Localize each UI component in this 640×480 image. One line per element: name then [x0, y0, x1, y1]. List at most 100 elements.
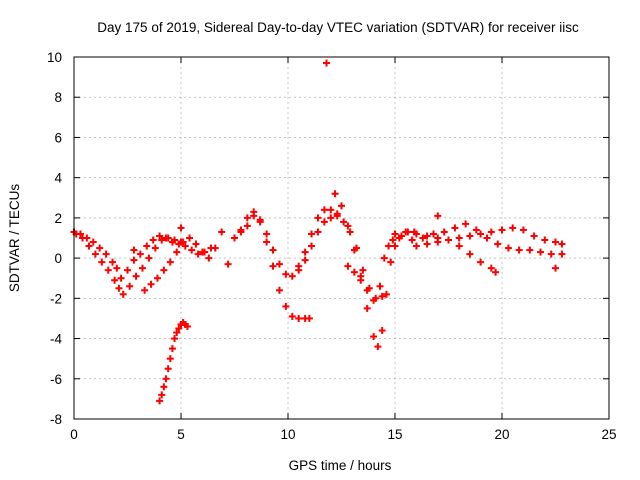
- data-point-track-midday-a: [288, 272, 296, 280]
- data-point-track-midday-c: [359, 266, 367, 274]
- data-point-track-midday-b: [237, 226, 245, 234]
- data-point-track-afternoon-b: [344, 262, 352, 270]
- data-point-track-midday-a: [320, 218, 328, 226]
- data-point-track-evening-a: [455, 234, 463, 242]
- data-point-track-morning-third: [147, 280, 155, 288]
- plot-frame: [73, 56, 610, 420]
- data-point-track-midday-a: [243, 222, 251, 230]
- data-point-track-evening-b: [430, 230, 438, 238]
- data-point-track-morning-upper: [194, 250, 202, 258]
- data-point-track-evening-b: [537, 248, 545, 256]
- data-point-track-evening-b: [451, 224, 459, 232]
- data-point-track-morning-third: [218, 228, 226, 236]
- x-tick-label: 10: [280, 427, 295, 442]
- data-point-track-evening-a: [402, 228, 410, 236]
- data-point-track-morning-third: [192, 240, 200, 248]
- data-point-track-midday-a: [263, 230, 271, 238]
- data-point-track-afternoon-b: [385, 242, 393, 250]
- data-point-track-morning-upper: [113, 264, 121, 272]
- y-axis-label: SDTVAR / TECUs: [7, 184, 22, 293]
- data-point-track-evening-a: [477, 230, 485, 238]
- data-point-track-midday-c: [314, 214, 322, 222]
- x-tick-label: 25: [601, 427, 616, 442]
- data-point-track-morning-upper: [136, 250, 144, 258]
- data-point-track-morning-third: [198, 248, 206, 256]
- data-point-track-dip-5h: [173, 329, 181, 337]
- data-point-track-morning-upper: [188, 246, 196, 254]
- data-point-track-evening-b: [504, 244, 512, 252]
- data-point-track-morning-lower: [151, 244, 159, 252]
- data-point-track-afternoon-dip: [374, 343, 382, 351]
- x-tick-label: 20: [494, 427, 509, 442]
- data-point-track-morning-third: [186, 234, 194, 242]
- data-point-track-dip-5h: [156, 397, 164, 405]
- data-point-track-evening-b: [440, 228, 448, 236]
- data-point-track-morning-third: [205, 254, 213, 262]
- data-point-track-midday-a: [327, 214, 335, 222]
- data-point-track-afternoon-b: [389, 236, 397, 244]
- data-point-outliers: [130, 246, 138, 254]
- data-point-track-evening-a: [541, 236, 549, 244]
- data-point-track-evening-c: [423, 240, 431, 248]
- data-point-track-afternoon-b: [376, 282, 384, 290]
- y-tick-label: 10: [47, 50, 62, 65]
- grid-lines: [74, 57, 609, 419]
- data-point-track-midday-c: [301, 248, 309, 256]
- data-point-track-morning-upper: [143, 242, 151, 250]
- data-point-track-midday-c: [378, 292, 386, 300]
- data-point-track-morning-lower: [138, 264, 146, 272]
- data-point-track-evening-a: [423, 232, 431, 240]
- y-tick-label: 2: [54, 211, 62, 226]
- data-point-track-morning-third: [166, 258, 174, 266]
- data-point-track-midday-a: [275, 260, 283, 268]
- y-tick-label: 8: [54, 90, 62, 105]
- data-point-track-morning-upper: [89, 238, 97, 246]
- data-point-track-evening-a: [466, 232, 474, 240]
- data-point-track-morning-lower: [111, 276, 119, 284]
- data-point-track-evening-a: [498, 226, 506, 234]
- data-point-track-midday-b: [305, 314, 313, 322]
- data-point-track-evening-b: [515, 246, 523, 254]
- data-point-track-dip-5h: [175, 325, 183, 332]
- data-point-track-midday-a: [301, 256, 309, 264]
- data-point-track-afternoon-b: [395, 234, 403, 242]
- data-point-track-evening-b: [472, 226, 480, 234]
- data-point-track-evening-c: [434, 238, 442, 246]
- data-point-track-midday-b: [263, 238, 271, 246]
- data-point-track-morning-upper: [130, 256, 138, 264]
- data-point-track-morning-third: [173, 248, 181, 256]
- data-point-track-dip-5h: [160, 383, 168, 391]
- data-point-track-dip-5h: [162, 375, 170, 383]
- data-point-track-midday-b: [250, 208, 258, 216]
- x-tick-label: 0: [70, 427, 78, 442]
- data-point-track-evening-c: [466, 250, 474, 258]
- y-tick-label: 0: [54, 251, 62, 266]
- data-point-track-morning-upper: [102, 250, 110, 258]
- data-point-track-evening-b: [558, 250, 566, 258]
- data-point-track-midday-c: [327, 206, 335, 214]
- y-tick-label: -8: [50, 412, 62, 427]
- data-point-track-evening-b: [462, 220, 470, 228]
- y-tick-label: 4: [54, 171, 62, 186]
- data-point-track-morning-lower: [98, 258, 106, 266]
- x-axis-label: GPS time / hours: [289, 458, 392, 473]
- data-point-track-afternoon-dip: [331, 190, 339, 198]
- data-point-track-evening-c: [445, 236, 452, 244]
- data-point-track-afternoon-dip: [382, 290, 390, 298]
- data-point-track-evening-b: [494, 240, 502, 248]
- data-point-track-evening-b: [526, 246, 534, 254]
- data-point-track-evening-a: [391, 230, 399, 238]
- y-tick-label: -4: [50, 332, 62, 347]
- data-point-track-evening-c: [477, 258, 485, 266]
- data-point-track-morning-upper: [181, 242, 189, 250]
- data-point-outliers: [434, 212, 442, 220]
- data-point-track-midday-a: [282, 270, 290, 278]
- data-point-track-morning-upper: [156, 232, 164, 240]
- data-point-track-afternoon-dip: [344, 222, 352, 230]
- data-point-track-dip-5h: [168, 345, 176, 353]
- data-point-track-midday-c: [346, 228, 354, 236]
- data-point-track-morning-upper: [149, 236, 157, 244]
- data-point-track-evening-a: [519, 226, 527, 234]
- data-point-track-evening-b: [547, 250, 555, 258]
